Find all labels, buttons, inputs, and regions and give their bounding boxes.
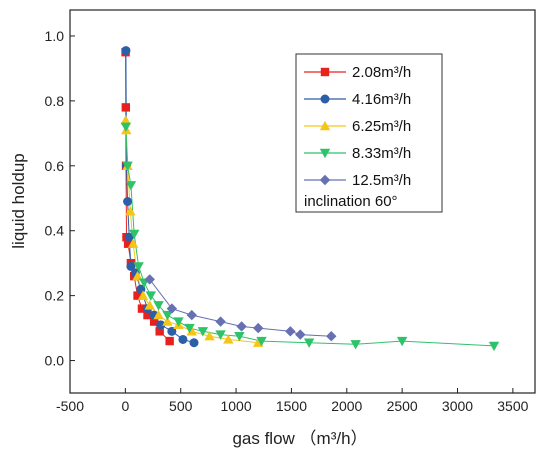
data-point	[488, 341, 500, 352]
data-point	[204, 330, 215, 341]
data-point	[186, 309, 197, 321]
x-tick-label: 0	[121, 398, 129, 414]
data-point	[125, 206, 136, 216]
data-point	[122, 161, 133, 171]
data-point	[256, 336, 267, 347]
y-tick-label: 0.2	[45, 288, 65, 304]
data-point	[295, 329, 306, 340]
data-point	[223, 334, 234, 344]
data-point	[215, 316, 226, 327]
data-point	[285, 326, 296, 337]
data-point	[123, 239, 133, 248]
legend: 2.08m³/h 4.16m³/h 6.25m³/h 8.33m³/h 12.5m³/h…	[295, 53, 443, 213]
data-point	[162, 310, 173, 321]
data-point	[184, 323, 195, 334]
x-axis-title: gas flow （m³/h）	[232, 429, 367, 448]
data-point	[166, 303, 178, 314]
x-tick-label: 2500	[387, 398, 418, 414]
legend-note: inclination 60°	[304, 193, 398, 210]
data-point	[186, 326, 197, 336]
data-point	[396, 336, 408, 347]
data-point	[253, 322, 264, 334]
data-point	[137, 290, 149, 300]
data-point	[125, 181, 137, 191]
data-point	[178, 334, 188, 344]
y-tick-label: 0.6	[45, 158, 65, 174]
x-tick-label: 500	[169, 398, 193, 414]
data-point	[155, 327, 164, 336]
data-point	[215, 330, 226, 340]
data-point	[124, 232, 134, 242]
data-point	[350, 340, 361, 350]
x-tick-label: 3500	[497, 398, 528, 414]
data-point	[143, 310, 152, 320]
plot-frame	[69, 9, 536, 394]
data-point	[121, 103, 130, 112]
data-point	[133, 262, 144, 272]
legend-label: 4.16m³/h	[352, 91, 411, 108]
legend-label: 8.33m³/h	[352, 145, 411, 162]
data-point	[153, 301, 164, 311]
data-point	[197, 327, 209, 337]
y-tick-label: 0.4	[45, 223, 65, 239]
data-point	[129, 229, 140, 240]
y-tick-label: 1.0	[45, 28, 65, 44]
legend-label: 6.25m³/h	[352, 118, 411, 135]
data-point	[236, 321, 247, 332]
data-point	[132, 270, 143, 281]
x-tick-label: 1500	[276, 398, 307, 414]
data-point	[153, 309, 164, 320]
legend-marker	[319, 174, 331, 186]
data-point	[127, 238, 139, 248]
legend-marker	[320, 94, 330, 104]
data-point	[303, 338, 315, 348]
data-point	[144, 300, 155, 310]
series-line-0	[125, 52, 170, 342]
x-tick-label: 3000	[442, 398, 473, 414]
data-point	[189, 338, 199, 348]
data-point	[133, 291, 142, 300]
legend-label: 12.5m³/h	[352, 172, 411, 189]
y-tick-label: 0.0	[45, 353, 65, 369]
data-point	[162, 316, 173, 326]
x-tick-label: 1000	[220, 398, 251, 414]
data-point	[234, 331, 245, 342]
x-axis-title-unit: （m³/h）	[300, 429, 368, 448]
legend-marker	[320, 67, 330, 77]
x-tick-label: 2000	[331, 398, 362, 414]
legend-box	[295, 53, 443, 213]
data-point	[167, 326, 177, 336]
x-tick-label: -500	[56, 398, 84, 414]
data-point	[126, 261, 136, 271]
legend-items: 2.08m³/h 4.16m³/h 6.25m³/h 8.33m³/h 12.5m³/h	[304, 64, 411, 189]
data-point	[120, 122, 132, 133]
x-axis-title-main: gas flow	[232, 429, 295, 448]
data-point	[144, 274, 155, 285]
data-point	[326, 330, 337, 342]
data-point	[120, 115, 131, 125]
data-point	[145, 291, 157, 301]
axis-ticks: -500 0 500 1000 1500 2000 2500 3000 3500 0.0 0.2 0.…	[45, 28, 529, 414]
legend-marker	[319, 120, 331, 131]
data-point	[137, 304, 147, 313]
legend-label: 2.08m³/h	[352, 64, 411, 81]
y-axis-title: liquid holdup	[9, 153, 28, 248]
series-markers	[120, 46, 500, 352]
data-point	[165, 336, 174, 346]
data-point	[123, 197, 133, 206]
data-point	[121, 46, 131, 56]
data-point	[156, 320, 166, 330]
legend-marker	[319, 148, 331, 159]
y-tick-label: 0.8	[45, 93, 65, 109]
data-point	[173, 317, 184, 327]
data-point	[149, 317, 159, 326]
